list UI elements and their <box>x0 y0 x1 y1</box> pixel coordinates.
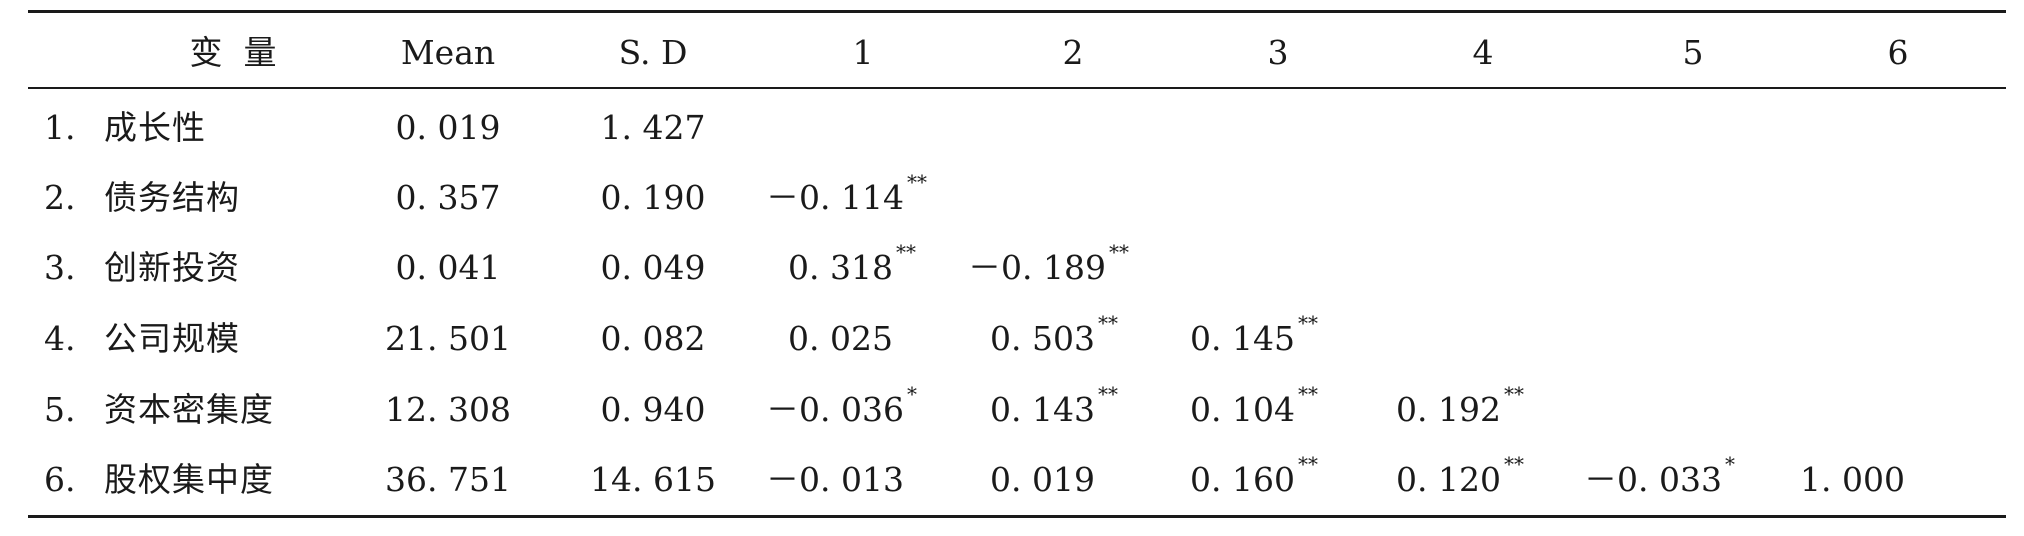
significance-marker: ** <box>906 170 927 194</box>
variable-name: 创新投资 <box>104 248 240 287</box>
variable-name: 资本密集度 <box>104 390 274 429</box>
sd-value: 0. 049 <box>600 248 706 287</box>
correlation-number: 0. 025 <box>788 319 893 358</box>
correlation-number: 0. 318 <box>788 248 893 287</box>
mean-value: 21. 501 <box>385 319 511 358</box>
header-cell: 2 <box>1062 33 1084 72</box>
header-cell: 4 <box>1472 33 1494 72</box>
correlation-value: 0. 318 ** <box>788 242 916 288</box>
sd-value: 0. 190 <box>600 178 706 217</box>
correlation-number: 0. 145 <box>1190 319 1295 358</box>
correlation-value: 0. 192 ** <box>1396 384 1524 430</box>
correlation-number: 0. 192 <box>1396 390 1501 429</box>
significance-marker: ** <box>1503 452 1524 476</box>
sd-value: 1. 427 <box>600 108 706 147</box>
correlation-value: 0. 503 ** <box>990 313 1118 359</box>
row-index: 5. <box>44 390 76 429</box>
correlation-table: 变 量 Mean S. D 1 2 3 4 5 6 1. 成长性 0. 019 1. 427 2. 债务结构… <box>28 10 2006 518</box>
mean-value: 36. 751 <box>385 460 511 499</box>
header-cell: 6 <box>1887 33 1909 72</box>
significance-marker: * <box>1724 452 1735 476</box>
correlation-value: 0. 143 ** <box>990 384 1118 430</box>
correlation-value: 0. 145 ** <box>1190 313 1318 359</box>
significance-marker: ** <box>895 240 916 264</box>
significance-marker: ** <box>1097 311 1118 335</box>
correlation-number: 1. 000 <box>1800 460 1905 499</box>
significance-marker: ** <box>1503 382 1524 406</box>
correlation-value: 0. 160 ** <box>1190 454 1318 500</box>
correlation-number: －0. 013 <box>766 460 904 499</box>
correlation-number: －0. 036 <box>766 390 904 429</box>
significance-marker: ** <box>1097 382 1118 406</box>
correlation-number: 0. 160 <box>1190 460 1295 499</box>
variable-name: 成长性 <box>104 108 206 147</box>
correlation-value: 0. 120 ** <box>1396 454 1524 500</box>
row-index: 3. <box>44 248 76 287</box>
header-cell: S. D <box>618 33 688 72</box>
header-cell: 5 <box>1682 33 1704 72</box>
row-index: 2. <box>44 178 76 217</box>
variable-name: 公司规模 <box>104 319 240 358</box>
mean-value: 0. 019 <box>395 108 501 147</box>
variable-name: 债务结构 <box>104 178 240 217</box>
table-header-rule <box>28 87 2006 89</box>
correlation-number: －0. 189 <box>968 248 1106 287</box>
correlation-number: 0. 019 <box>990 460 1095 499</box>
correlation-value: －0. 013 <box>766 460 904 500</box>
correlation-value: －0. 114 ** <box>766 172 927 218</box>
header-cell: Mean <box>400 33 496 72</box>
header-cell: 变 量 <box>189 33 277 72</box>
correlation-value: 0. 019 <box>990 460 1095 500</box>
correlation-number: －0. 033 <box>1584 460 1722 499</box>
sd-value: 0. 940 <box>600 390 706 429</box>
header-cell: 1 <box>852 33 874 72</box>
sd-value: 14. 615 <box>590 460 716 499</box>
header-cell: 3 <box>1267 33 1289 72</box>
correlation-value: 0. 104 ** <box>1190 384 1318 430</box>
correlation-value: －0. 189 ** <box>968 242 1129 288</box>
table-top-rule <box>28 10 2006 13</box>
correlation-value: 1. 000 <box>1800 460 1905 500</box>
correlation-number: 0. 503 <box>990 319 1095 358</box>
mean-value: 0. 041 <box>395 248 501 287</box>
row-index: 4. <box>44 319 76 358</box>
variable-name: 股权集中度 <box>104 460 274 499</box>
correlation-number: －0. 114 <box>766 178 904 217</box>
significance-marker: * <box>906 382 917 406</box>
correlation-number: 0. 143 <box>990 390 1095 429</box>
correlation-number: 0. 120 <box>1396 460 1501 499</box>
significance-marker: ** <box>1297 452 1318 476</box>
sd-value: 0. 082 <box>600 319 706 358</box>
mean-value: 12. 308 <box>385 390 511 429</box>
significance-marker: ** <box>1297 311 1318 335</box>
correlation-value: －0. 033 * <box>1584 454 1735 500</box>
mean-value: 0. 357 <box>395 178 501 217</box>
correlation-value: －0. 036 * <box>766 384 917 430</box>
significance-marker: ** <box>1108 240 1129 264</box>
correlation-number: 0. 104 <box>1190 390 1295 429</box>
row-index: 1. <box>44 108 76 147</box>
table-bottom-rule <box>28 515 2006 518</box>
significance-marker: ** <box>1297 382 1318 406</box>
row-index: 6. <box>44 460 76 499</box>
correlation-value: 0. 025 <box>788 319 893 359</box>
